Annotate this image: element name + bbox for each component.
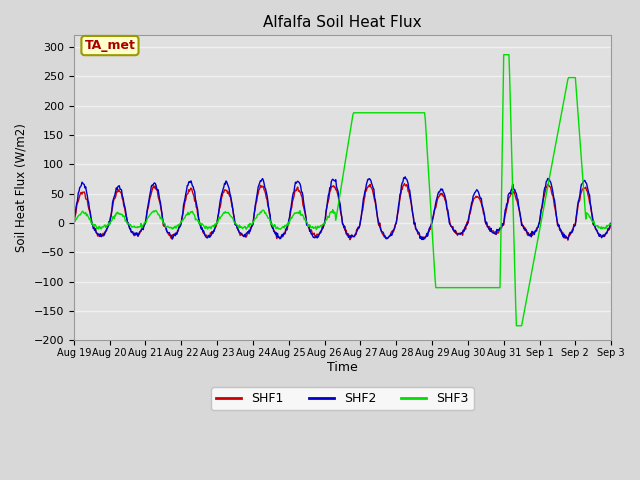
Legend: SHF1, SHF2, SHF3: SHF1, SHF2, SHF3: [211, 387, 474, 410]
SHF2: [424, 230, 432, 236]
SHF2: [401, 174, 409, 180]
SHF1: [135, 230, 143, 236]
SHF3: [70, 220, 77, 226]
X-axis label: Time: Time: [327, 361, 358, 374]
SHF2: [408, 204, 416, 209]
SHF2: [607, 220, 614, 226]
SHF1: [70, 220, 77, 226]
SHF3: [189, 211, 197, 216]
SHF3: [407, 110, 415, 116]
Y-axis label: Soil Heat Flux (W/m2): Soil Heat Flux (W/m2): [15, 123, 28, 252]
SHF2: [70, 221, 77, 227]
SHF3: [500, 52, 508, 58]
SHF1: [189, 191, 197, 197]
SHF1: [564, 237, 572, 243]
Text: TA_met: TA_met: [84, 39, 136, 52]
SHF3: [513, 323, 520, 329]
SHF2: [79, 181, 87, 187]
Title: Alfalfa Soil Heat Flux: Alfalfa Soil Heat Flux: [263, 15, 422, 30]
SHF3: [423, 142, 431, 147]
SHF3: [79, 210, 87, 216]
SHF3: [607, 221, 614, 227]
Line: SHF3: SHF3: [74, 55, 611, 326]
SHF1: [424, 231, 431, 237]
SHF2: [419, 237, 427, 242]
SHF3: [135, 224, 143, 230]
SHF3: [218, 213, 225, 219]
SHF1: [401, 180, 408, 186]
SHF2: [189, 184, 197, 190]
Line: SHF2: SHF2: [74, 177, 611, 240]
Line: SHF1: SHF1: [74, 183, 611, 240]
SHF1: [218, 194, 225, 200]
SHF2: [218, 191, 225, 197]
SHF1: [607, 221, 614, 227]
SHF1: [408, 206, 416, 212]
SHF1: [79, 190, 87, 195]
SHF2: [135, 232, 143, 238]
